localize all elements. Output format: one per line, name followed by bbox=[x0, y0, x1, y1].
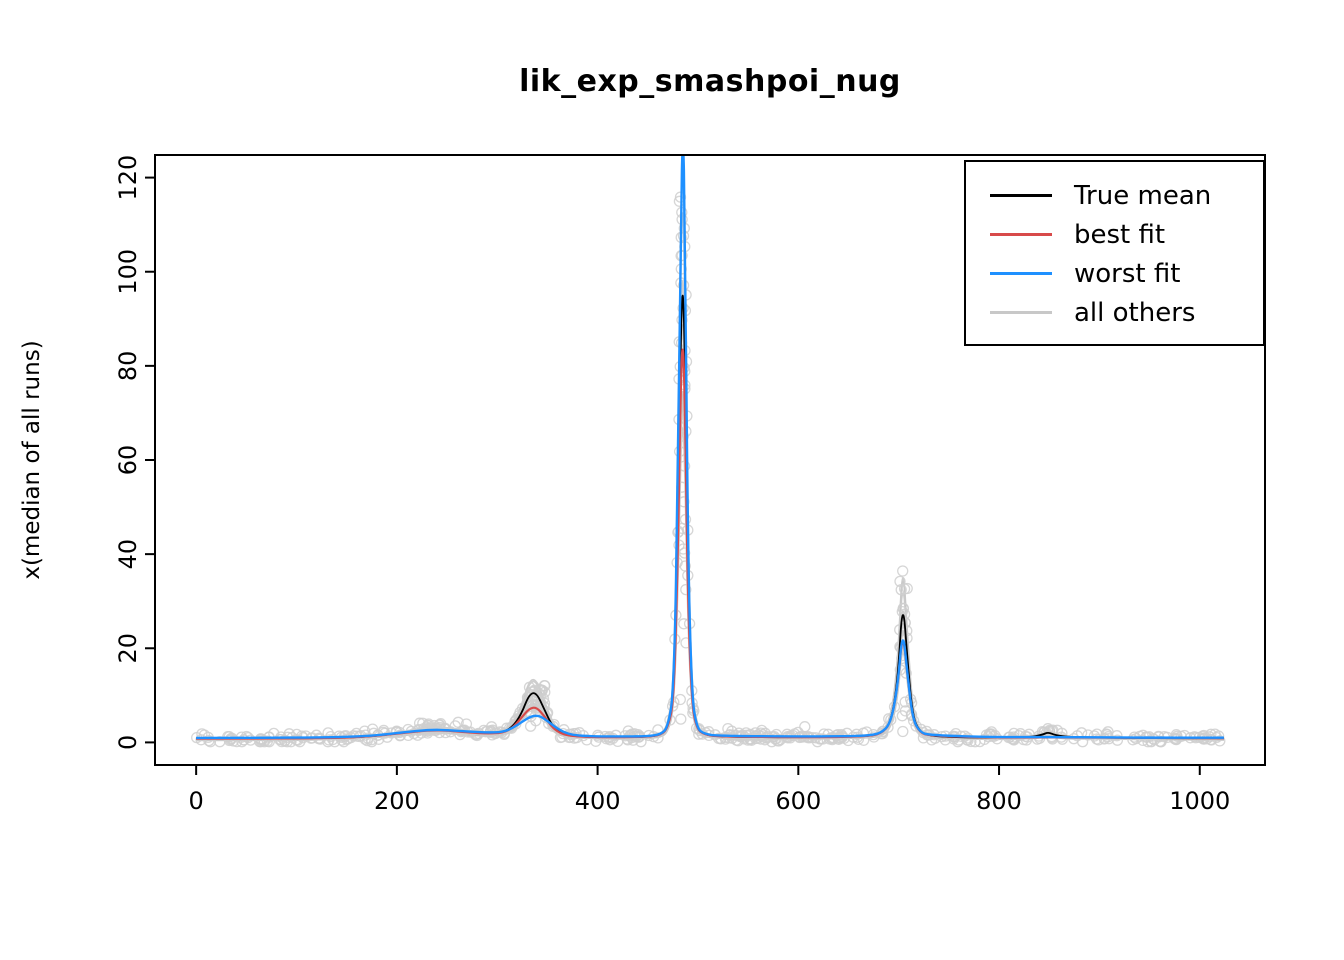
legend-label-best-fit: best fit bbox=[1074, 219, 1166, 250]
y-tick-label: 80 bbox=[114, 351, 142, 382]
y-axis: 0 20 40 60 80 100 120 bbox=[114, 155, 155, 750]
legend-line-swatch-worst-fit bbox=[990, 272, 1052, 275]
chart-title: lik_exp_smashpoi_nug bbox=[519, 64, 901, 99]
plot-data-layer bbox=[191, 155, 1226, 748]
legend-line-swatch-best-fit bbox=[990, 233, 1052, 236]
x-tick-label: 0 bbox=[189, 787, 204, 815]
legend-label-true-mean: True mean bbox=[1074, 180, 1212, 211]
legend-item-all-others: all others bbox=[990, 293, 1253, 332]
legend: True mean best fit worst fit all others bbox=[964, 160, 1265, 346]
y-tick-label: 120 bbox=[114, 155, 142, 201]
x-tick-label: 1000 bbox=[1169, 787, 1230, 815]
series-line-worst-fit bbox=[196, 155, 1224, 740]
legend-label-worst-fit: worst fit bbox=[1074, 258, 1181, 289]
x-tick-label: 800 bbox=[976, 787, 1022, 815]
y-tick-label: 60 bbox=[114, 445, 142, 476]
y-tick-label: 0 bbox=[114, 735, 142, 750]
legend-item-true-mean: True mean bbox=[990, 176, 1253, 215]
y-tick-label: 40 bbox=[114, 539, 142, 570]
legend-item-worst-fit: worst fit bbox=[990, 254, 1253, 293]
legend-item-best-fit: best fit bbox=[990, 215, 1253, 254]
x-tick-label: 600 bbox=[775, 787, 821, 815]
series-line-true-mean bbox=[196, 294, 1224, 740]
x-axis: 0 200 400 600 800 1000 bbox=[189, 765, 1230, 815]
y-tick-label: 20 bbox=[114, 633, 142, 664]
series-line-best-fit bbox=[196, 348, 1224, 740]
y-tick-label: 100 bbox=[114, 249, 142, 295]
legend-line-swatch-true-mean bbox=[990, 194, 1052, 197]
legend-label-all-others: all others bbox=[1074, 297, 1196, 328]
legend-line-swatch-all-others bbox=[990, 311, 1052, 314]
x-tick-label: 400 bbox=[575, 787, 621, 815]
x-tick-label: 200 bbox=[374, 787, 420, 815]
